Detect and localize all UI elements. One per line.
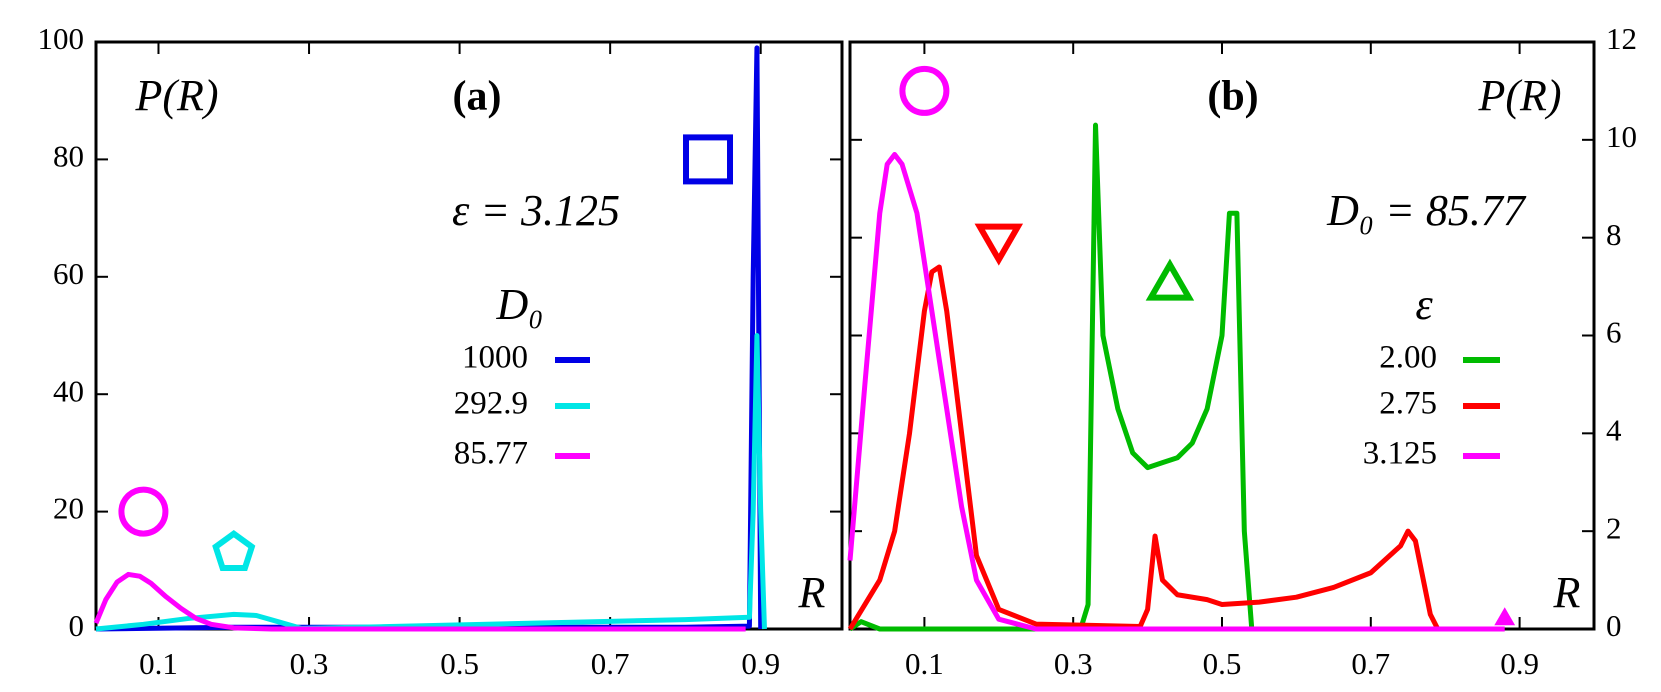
x-tick-label: 0.5 <box>440 646 479 681</box>
y-tick-label: 40 <box>53 373 84 408</box>
y-tick-label: 10 <box>1606 119 1637 154</box>
y-tick-label: 4 <box>1606 412 1622 447</box>
marker-symbol <box>212 529 256 572</box>
x-tick-label: 0.5 <box>1203 646 1242 681</box>
data-line <box>95 333 767 632</box>
x-tick-label: 0.3 <box>1054 646 1093 681</box>
x-tick-label: 0.9 <box>1500 646 1539 681</box>
data-line <box>95 45 764 632</box>
legend-title: ε <box>1415 280 1433 329</box>
legend-label: 3.125 <box>1363 436 1437 472</box>
y-tick-label: 60 <box>53 256 84 291</box>
marker-symbol <box>118 486 169 537</box>
annotation: ε = 3.125 <box>452 186 620 235</box>
y-tick-label: 0 <box>1606 608 1622 643</box>
x-tick-label: 0.7 <box>591 646 630 681</box>
y-tick-label: 6 <box>1606 315 1622 350</box>
data-line <box>847 152 1505 632</box>
x-tick-label: 0.1 <box>139 646 178 681</box>
x-tick-label: 0.3 <box>290 646 329 681</box>
legend-label: 292.9 <box>454 386 528 422</box>
data-line <box>848 122 1255 632</box>
y-tick-label: 80 <box>53 139 84 174</box>
marker-symbol <box>1494 607 1516 626</box>
marker-symbol <box>683 134 734 185</box>
y-tick-label: 0 <box>69 608 85 643</box>
y-axis-label: P(R) <box>1477 71 1561 120</box>
x-tick-label: 0.9 <box>741 646 780 681</box>
legend-label: 2.75 <box>1379 386 1437 422</box>
marker-symbol <box>974 223 1024 266</box>
x-axis-label: R <box>798 568 826 617</box>
legend-title: D₀ <box>495 280 543 329</box>
data-line <box>93 571 746 632</box>
x-axis-label: R <box>1553 568 1581 617</box>
y-tick-label: 100 <box>38 21 85 56</box>
legend-label: 85.77 <box>454 436 528 472</box>
panel-title: (a) <box>453 74 502 120</box>
plot-frame <box>94 40 844 631</box>
legend-label: 1000 <box>462 340 528 376</box>
legend-label: 2.00 <box>1379 340 1437 376</box>
x-tick-label: 0.7 <box>1351 646 1390 681</box>
y-tick-label: 2 <box>1606 510 1622 545</box>
x-tick-label: 0.1 <box>905 646 944 681</box>
marker-symbol <box>899 65 950 116</box>
y-tick-label: 20 <box>53 491 84 526</box>
data-line <box>847 264 1440 631</box>
y-tick-label: 8 <box>1606 217 1622 252</box>
annotation: D₀ = 85.77 <box>1326 186 1527 235</box>
y-axis-label: P(R) <box>134 71 218 120</box>
panel-title: (b) <box>1207 74 1258 120</box>
y-tick-label: 12 <box>1606 21 1637 56</box>
marker-symbol <box>1145 258 1195 301</box>
